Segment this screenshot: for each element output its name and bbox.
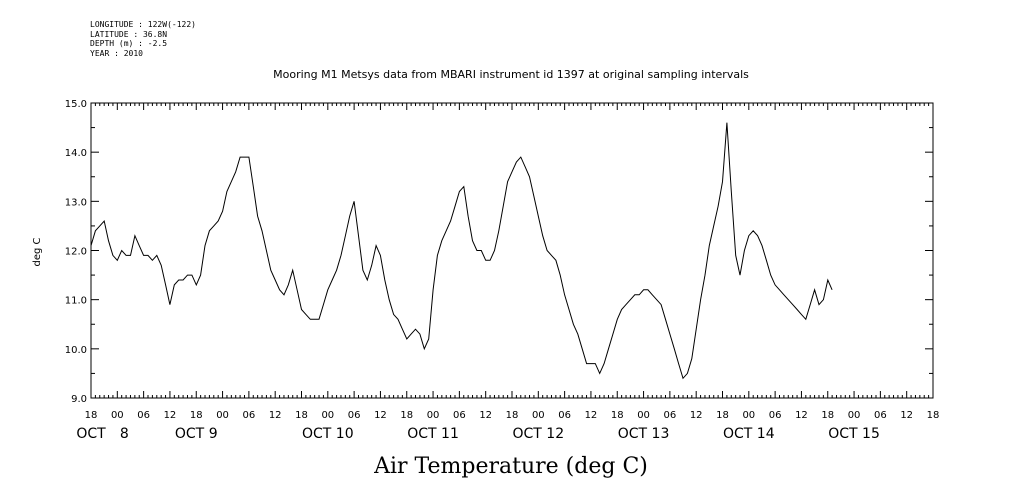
x-hour-tick-label: 06 (348, 410, 361, 421)
x-hour-tick-label: 00 (637, 410, 650, 421)
x-hour-tick-label: 12 (374, 410, 387, 421)
x-hour-tick-label: 12 (585, 410, 598, 421)
x-hour-tick-label: 00 (532, 410, 545, 421)
x-hour-tick-label: 00 (848, 410, 861, 421)
x-hour-tick-label: 12 (690, 410, 703, 421)
x-day-label: OCT 12 (513, 426, 565, 442)
x-hour-tick-label: 18 (400, 410, 413, 421)
x-hour-tick-label: 18 (295, 410, 308, 421)
y-axis-label: deg C (32, 237, 43, 266)
tick-labels: 18 00 06 12 18 00 06 12 18 00 06 12 18 00 06 12 18 00 06 12… (65, 99, 940, 442)
x-hour-tick-label: 06 (243, 410, 256, 421)
x-day-label: OCT 11 (407, 426, 459, 442)
x-hour-tick-label: 12 (479, 410, 492, 421)
y-tick-label: 12.0 (65, 247, 87, 258)
x-hour-tick-label: 06 (453, 410, 466, 421)
x-day-label: 8 (120, 426, 129, 442)
year-label: YEAR : 2010 (90, 48, 143, 58)
x-day-label: OCT 14 (723, 426, 775, 442)
x-hour-tick-label: 18 (611, 410, 624, 421)
air-temperature-chart: 18 00 06 12 18 00 06 12 18 00 06 12 18 00 06 12 18 00 06 12… (32, 99, 940, 442)
x-hour-tick-label: 18 (927, 410, 940, 421)
longitude-label: LONGITUDE : 122W(-122) (90, 20, 196, 29)
x-hour-tick-label: 12 (795, 410, 808, 421)
variable-caption: Air Temperature (deg C) (374, 454, 648, 479)
y-tick-label: 11.0 (65, 296, 87, 307)
x-hour-tick-label: 18 (506, 410, 519, 421)
y-tick-label: 14.0 (65, 148, 87, 159)
x-hour-tick-label: 12 (269, 410, 282, 421)
x-hour-tick-label: 18 (190, 410, 203, 421)
x-day-label: OCT 10 (302, 426, 354, 442)
metadata-block: LONGITUDE : 122W(-122) LATITUDE : 36.8N … (90, 20, 196, 58)
x-hour-tick-label: 18 (821, 410, 834, 421)
x-day-label: OCT 13 (618, 426, 670, 442)
x-hour-tick-label: 00 (742, 410, 755, 421)
x-hour-tick-label: 00 (216, 410, 229, 421)
x-hour-tick-label: 00 (427, 410, 440, 421)
x-hour-tick-label: 06 (137, 410, 150, 421)
y-tick-label: 13.0 (65, 197, 87, 208)
latitude-label: LATITUDE : 36.8N (90, 29, 168, 39)
x-hour-tick-label: 12 (900, 410, 913, 421)
x-hour-tick-label: 12 (164, 410, 177, 421)
x-hour-tick-label: 06 (558, 410, 571, 421)
ticks (90, 102, 934, 399)
y-tick-label: 15.0 (65, 99, 87, 110)
series-line (90, 122, 833, 380)
axes (90, 102, 934, 399)
x-hour-tick-label: 06 (664, 410, 677, 421)
chart-title: Mooring M1 Metsys data from MBARI instru… (273, 68, 749, 81)
x-hour-tick-label: 18 (716, 410, 729, 421)
x-hour-tick-label: 18 (85, 410, 98, 421)
x-hour-tick-label: 00 (321, 410, 334, 421)
x-day-label: OCT (76, 426, 106, 442)
y-tick-label: 10.0 (65, 345, 87, 356)
x-hour-tick-label: 06 (874, 410, 887, 421)
x-day-label: OCT 15 (828, 426, 880, 442)
x-hour-tick-label: 06 (769, 410, 782, 421)
plot-frame (90, 102, 934, 399)
y-tick-label: 9.0 (71, 394, 87, 405)
x-hour-tick-label: 00 (111, 410, 124, 421)
depth-label: DEPTH (m) : -2.5 (90, 39, 168, 48)
x-day-label: OCT 9 (175, 426, 218, 442)
